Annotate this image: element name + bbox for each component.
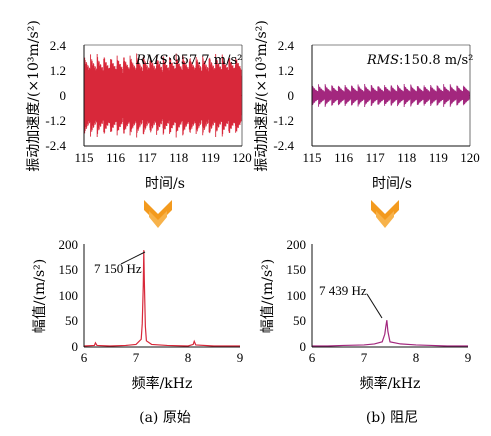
spectrum-line [312, 320, 468, 347]
y-tick-label: 50 [65, 313, 78, 328]
x-tick-label: 115 [74, 150, 93, 165]
time-damped-axes [311, 44, 471, 147]
y-tick-label: 1.2 [278, 63, 294, 78]
spectrum-damped-axes [311, 244, 468, 348]
time-original-ticks: 2.4 1.2 0 -1.2 -2.4 115 116 117 118 119 … [45, 38, 251, 165]
y-tick-label: 150 [287, 262, 307, 277]
x-tick-label: 116 [334, 150, 354, 165]
x-tick-label: 120 [232, 150, 252, 165]
time-damped-panel: 2.4 1.2 0 -1.2 -2.4 115 116 117 118 119 … [254, 20, 480, 192]
y-tick-label: 0 [60, 88, 67, 103]
x-tick-label: 116 [106, 150, 126, 165]
peak-label: 7 439 Hz [319, 283, 367, 298]
x-tick-label: 8 [185, 350, 192, 365]
x-tick-label: 117 [138, 150, 158, 165]
y-axis-label: 幅值/(m/s²) [32, 259, 48, 333]
y-tick-label: 150 [59, 262, 79, 277]
x-tick-label: 117 [366, 150, 386, 165]
y-tick-label: 50 [293, 313, 306, 328]
caption-damped: (b) 阻尼 [366, 410, 418, 426]
x-tick-label: 119 [201, 150, 220, 165]
time-damped-ticks: 2.4 1.2 0 -1.2 -2.4 115 116 117 118 119 … [273, 38, 479, 165]
down-arrow-icon [144, 200, 172, 228]
x-tick-label: 6 [309, 350, 316, 365]
y-tick-label: 100 [59, 288, 79, 303]
y-tick-label: 0 [300, 339, 307, 354]
x-tick-label: 9 [465, 350, 472, 365]
down-arrow-icon [371, 200, 399, 228]
x-axis-label: 频率/kHz [360, 375, 421, 392]
time-original-signal [83, 53, 242, 138]
y-tick-label: -1.2 [45, 113, 66, 128]
x-axis-label: 频率/kHz [132, 375, 193, 392]
spectrum-original-axes [83, 244, 240, 348]
peak-label: 7 150 Hz [94, 261, 142, 276]
x-tick-label: 8 [413, 350, 420, 365]
rms-annotation: RMS:957.7 m/s² [135, 53, 242, 68]
y-tick-label: 2.4 [278, 38, 295, 53]
x-tick-label: 118 [169, 150, 188, 165]
y-tick-label: -1.2 [273, 113, 294, 128]
x-tick-label: 115 [302, 150, 321, 165]
y-tick-label: -2.4 [273, 138, 294, 153]
x-tick-label: 6 [81, 350, 88, 365]
spectrum-original-line [83, 250, 241, 347]
x-tick-label: 119 [429, 150, 448, 165]
x-tick-label: 7 [361, 350, 368, 365]
y-axis-label: 振动加速度/(×10³m/s²) [254, 20, 270, 172]
y-tick-label: 0 [72, 339, 79, 354]
y-tick-label: 1.2 [50, 63, 66, 78]
y-tick-label: -2.4 [45, 138, 66, 153]
y-axis-label: 振动加速度/(×10³m/s²) [26, 20, 42, 172]
caption-original: (a) 原始 [139, 410, 191, 426]
spectrum-damped-line [311, 320, 469, 347]
x-tick-label: 118 [397, 150, 416, 165]
x-axis-label: 时间/s [372, 176, 412, 192]
peak-leader-line [120, 251, 146, 265]
y-tick-label: 200 [287, 237, 307, 252]
time-damped-signal [311, 83, 470, 108]
rms-annotation: RMS:150.8 m/s² [366, 53, 473, 68]
y-tick-label: 100 [287, 288, 307, 303]
y-tick-label: 0 [288, 88, 295, 103]
y-tick-label: 200 [59, 237, 79, 252]
time-original-panel: 2.4 1.2 0 -1.2 -2.4 115 116 117 118 119 … [26, 20, 252, 192]
x-tick-label: 9 [237, 350, 244, 365]
spectrum-original-ticks: 200 150 100 50 0 6 7 8 9 [59, 237, 244, 365]
spectrum-original-panel: 200 150 100 50 0 6 7 8 9 7 150 Hz 频率/kHz… [32, 237, 243, 392]
time-original-axes [83, 44, 243, 147]
spectrum-damped-panel: 200 150 100 50 0 6 7 8 9 7 439 Hz 频率/kHz… [260, 237, 471, 392]
peak-leader-line [366, 293, 383, 319]
x-tick-label: 120 [460, 150, 480, 165]
y-axis-label: 幅值/(m/s²) [260, 259, 276, 333]
spectrum-damped-ticks: 200 150 100 50 0 6 7 8 9 [287, 237, 472, 365]
y-tick-label: 2.4 [50, 38, 67, 53]
x-tick-label: 7 [133, 350, 140, 365]
x-axis-label: 时间/s [145, 176, 185, 192]
